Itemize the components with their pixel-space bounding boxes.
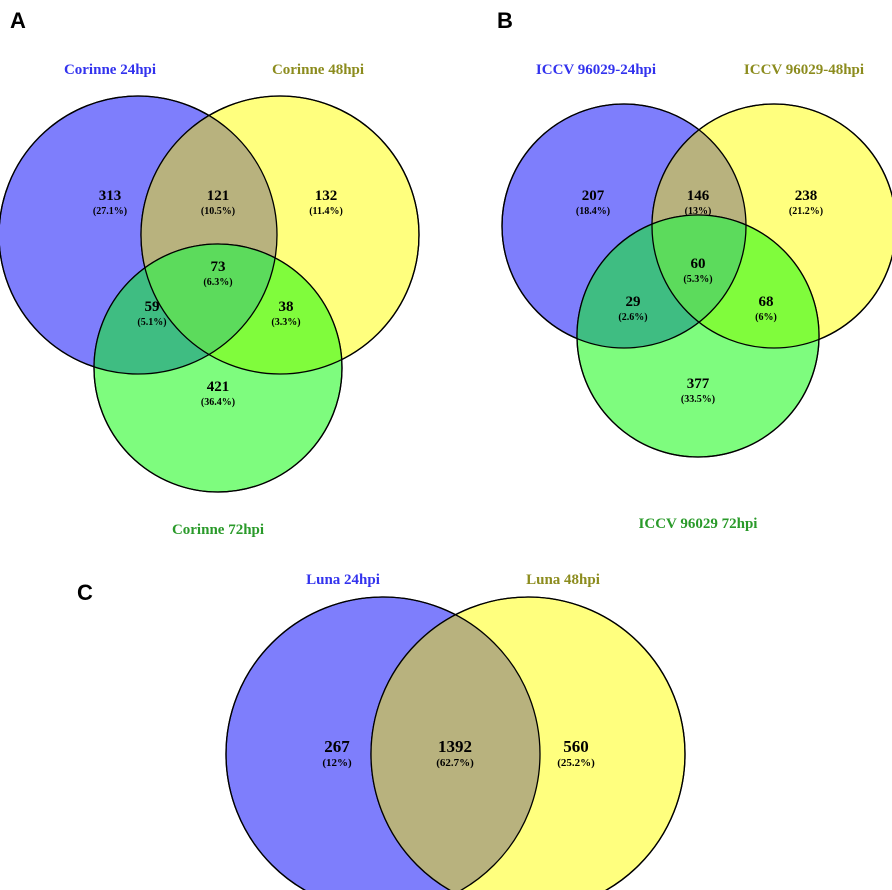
count-a-only-72: 421 [207, 379, 230, 395]
count-b-48-72: 68 [759, 294, 774, 310]
count-a-only-48: 132 [315, 188, 338, 204]
panel-letter-b: B [497, 8, 513, 33]
outline-a-2 [140, 95, 420, 375]
outline-c-1 [225, 596, 541, 890]
set-label-corinne-24hpi: Corinne 24hpi [64, 62, 156, 78]
count-c-24-48: 1392 [438, 737, 472, 756]
outline-c-2 [370, 596, 686, 890]
set-label-luna-24hpi: Luna 24hpi [306, 572, 380, 588]
panel-letter-a: A [10, 8, 26, 33]
outline-b-3 [576, 214, 820, 458]
count-a-all: 73 [211, 259, 226, 275]
pct-a-only-24: (27.1%) [93, 206, 127, 217]
overlap-c-24-48 [371, 597, 540, 890]
outline-b-2 [651, 103, 892, 349]
count-b-24-48: 146 [687, 188, 710, 204]
pct-a-only-48: (11.4%) [309, 206, 343, 217]
count-a-48-72: 38 [279, 299, 294, 315]
count-b-24-72: 29 [626, 294, 641, 310]
pct-a-only-72: (36.4%) [201, 397, 235, 408]
panel-c: C Luna 24hpi Luna 48hpi 267 (12%) 1392 (… [77, 572, 686, 890]
set-label-corinne-48hpi: Corinne 48hpi [272, 62, 364, 78]
pct-b-24-72: (2.6%) [618, 312, 647, 323]
count-b-only-24: 207 [582, 188, 605, 204]
overlap-a-all [141, 244, 277, 374]
count-b-only-48: 238 [795, 188, 818, 204]
panel-letter-c: C [77, 580, 93, 605]
pct-b-48-72: (6%) [755, 312, 777, 323]
pct-b-all: (5.3%) [683, 274, 712, 285]
pct-a-24-72: (5.1%) [137, 317, 166, 328]
count-c-only-24: 267 [324, 737, 350, 756]
overlap-b-all [652, 215, 746, 348]
pct-b-only-24: (18.4%) [576, 206, 610, 217]
pct-a-48-72: (3.3%) [271, 317, 300, 328]
count-c-only-48: 560 [563, 737, 589, 756]
outline-a-3 [93, 243, 343, 493]
count-a-24-72: 59 [145, 299, 160, 315]
set-label-iccv-48hpi: ICCV 96029-48hpi [744, 62, 864, 78]
count-a-24-48: 121 [207, 188, 230, 204]
pct-b-only-48: (21.2%) [789, 206, 823, 217]
pct-c-only-48: (25.2%) [557, 757, 595, 769]
panel-b: B ICCV 96029-24hpi ICCV 96029-48hpi ICCV… [497, 8, 892, 532]
count-a-only-24: 313 [99, 188, 122, 204]
panel-a: A Corinne 24hpi Corinne 48hpi Corinne 72… [0, 8, 420, 538]
pct-c-24-48: (62.7%) [436, 757, 474, 769]
pct-b-24-48: (13%) [685, 206, 712, 217]
set-label-iccv-72hpi: ICCV 96029 72hpi [639, 516, 758, 532]
set-label-corinne-72hpi: Corinne 72hpi [172, 522, 264, 538]
count-b-all: 60 [691, 256, 706, 272]
pct-c-only-24: (12%) [322, 757, 352, 769]
outline-b-1 [501, 103, 747, 349]
pct-a-24-48: (10.5%) [201, 206, 235, 217]
pct-a-all: (6.3%) [203, 277, 232, 288]
outline-a-1 [0, 95, 278, 375]
pct-b-only-72: (33.5%) [681, 394, 715, 405]
count-b-only-72: 377 [687, 376, 710, 392]
set-label-iccv-24hpi: ICCV 96029-24hpi [536, 62, 656, 78]
set-label-luna-48hpi: Luna 48hpi [526, 572, 600, 588]
